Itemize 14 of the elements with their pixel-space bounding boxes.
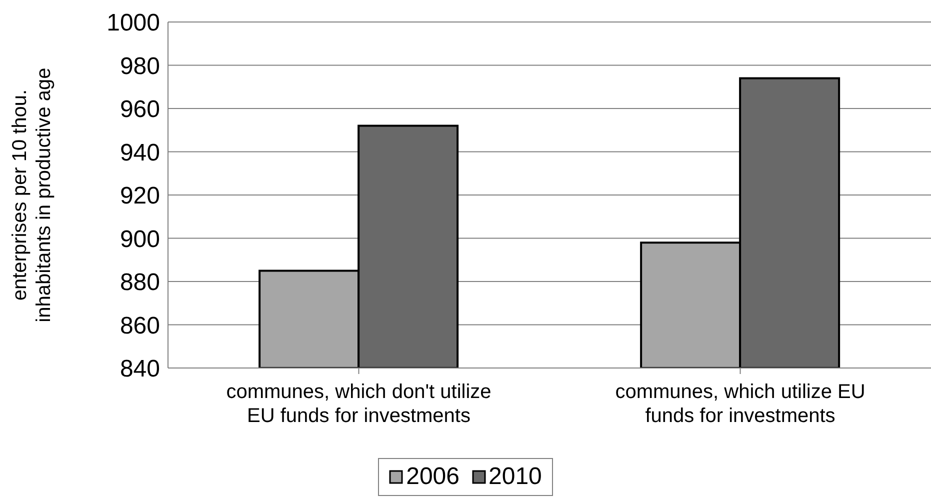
legend-label: 2006: [405, 463, 460, 491]
y-tick-label: 840: [120, 356, 160, 383]
y-axis-title: enterprises per 10 thou. inhabitants in productive age: [9, 68, 55, 322]
y-tick-label: 920: [120, 182, 160, 210]
x-tick-label: communes, which utilize EU funds for investments: [615, 381, 866, 427]
y-tick-label: 1000: [106, 10, 160, 37]
y-tick-label: 940: [120, 139, 160, 166]
legend-label: 2010: [488, 463, 542, 491]
y-tick-label: 860: [120, 312, 160, 340]
y-tick-label: 980: [120, 52, 160, 80]
y-tick-label: 960: [120, 96, 160, 124]
x-tick-label: communes, which don't utilize EU funds for investments: [226, 381, 492, 427]
y-tick-label: 880: [120, 269, 160, 296]
y-tick-label: 900: [120, 226, 160, 253]
